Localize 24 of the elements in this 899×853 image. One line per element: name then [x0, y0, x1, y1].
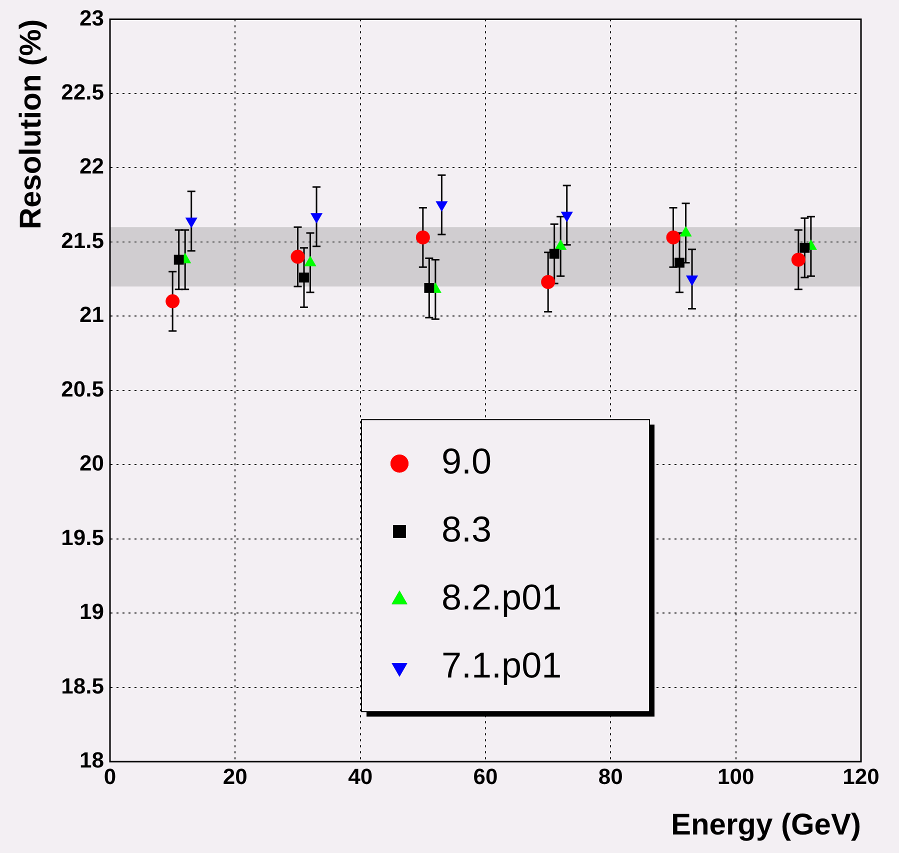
legend-label: 8.3: [442, 508, 492, 550]
y-tick-label: 18.5: [61, 673, 104, 698]
x-tick-label: 120: [842, 764, 880, 789]
y-tick-label: 21: [80, 302, 104, 328]
legend-label: 8.2.p01: [442, 576, 562, 618]
x-tick-label: 100: [717, 764, 754, 789]
y-axis-title: Resolution (%): [14, 19, 48, 230]
legend-label: 9.0: [442, 440, 492, 482]
y-tick-label: 22.5: [61, 80, 104, 105]
y-tick-label: 20: [80, 450, 104, 476]
y-tick-label: 20.5: [61, 376, 104, 402]
x-tick-label: 40: [348, 764, 373, 789]
y-tick-label: 22: [80, 154, 104, 179]
y-tick-label: 18: [80, 748, 104, 773]
y-tick-label: 21.5: [61, 228, 104, 253]
legend-label: 7.1.p01: [442, 644, 562, 686]
x-tick-label: 20: [222, 764, 248, 789]
x-tick-label: 80: [598, 764, 623, 789]
x-axis-title: Energy (GeV): [670, 808, 861, 842]
y-tick-label: 19: [80, 599, 104, 624]
y-tick-label: 23: [80, 5, 104, 30]
y-tick-label: 19.5: [61, 524, 104, 550]
x-tick-label: 60: [473, 764, 498, 789]
x-tick-label: 0: [104, 764, 116, 789]
